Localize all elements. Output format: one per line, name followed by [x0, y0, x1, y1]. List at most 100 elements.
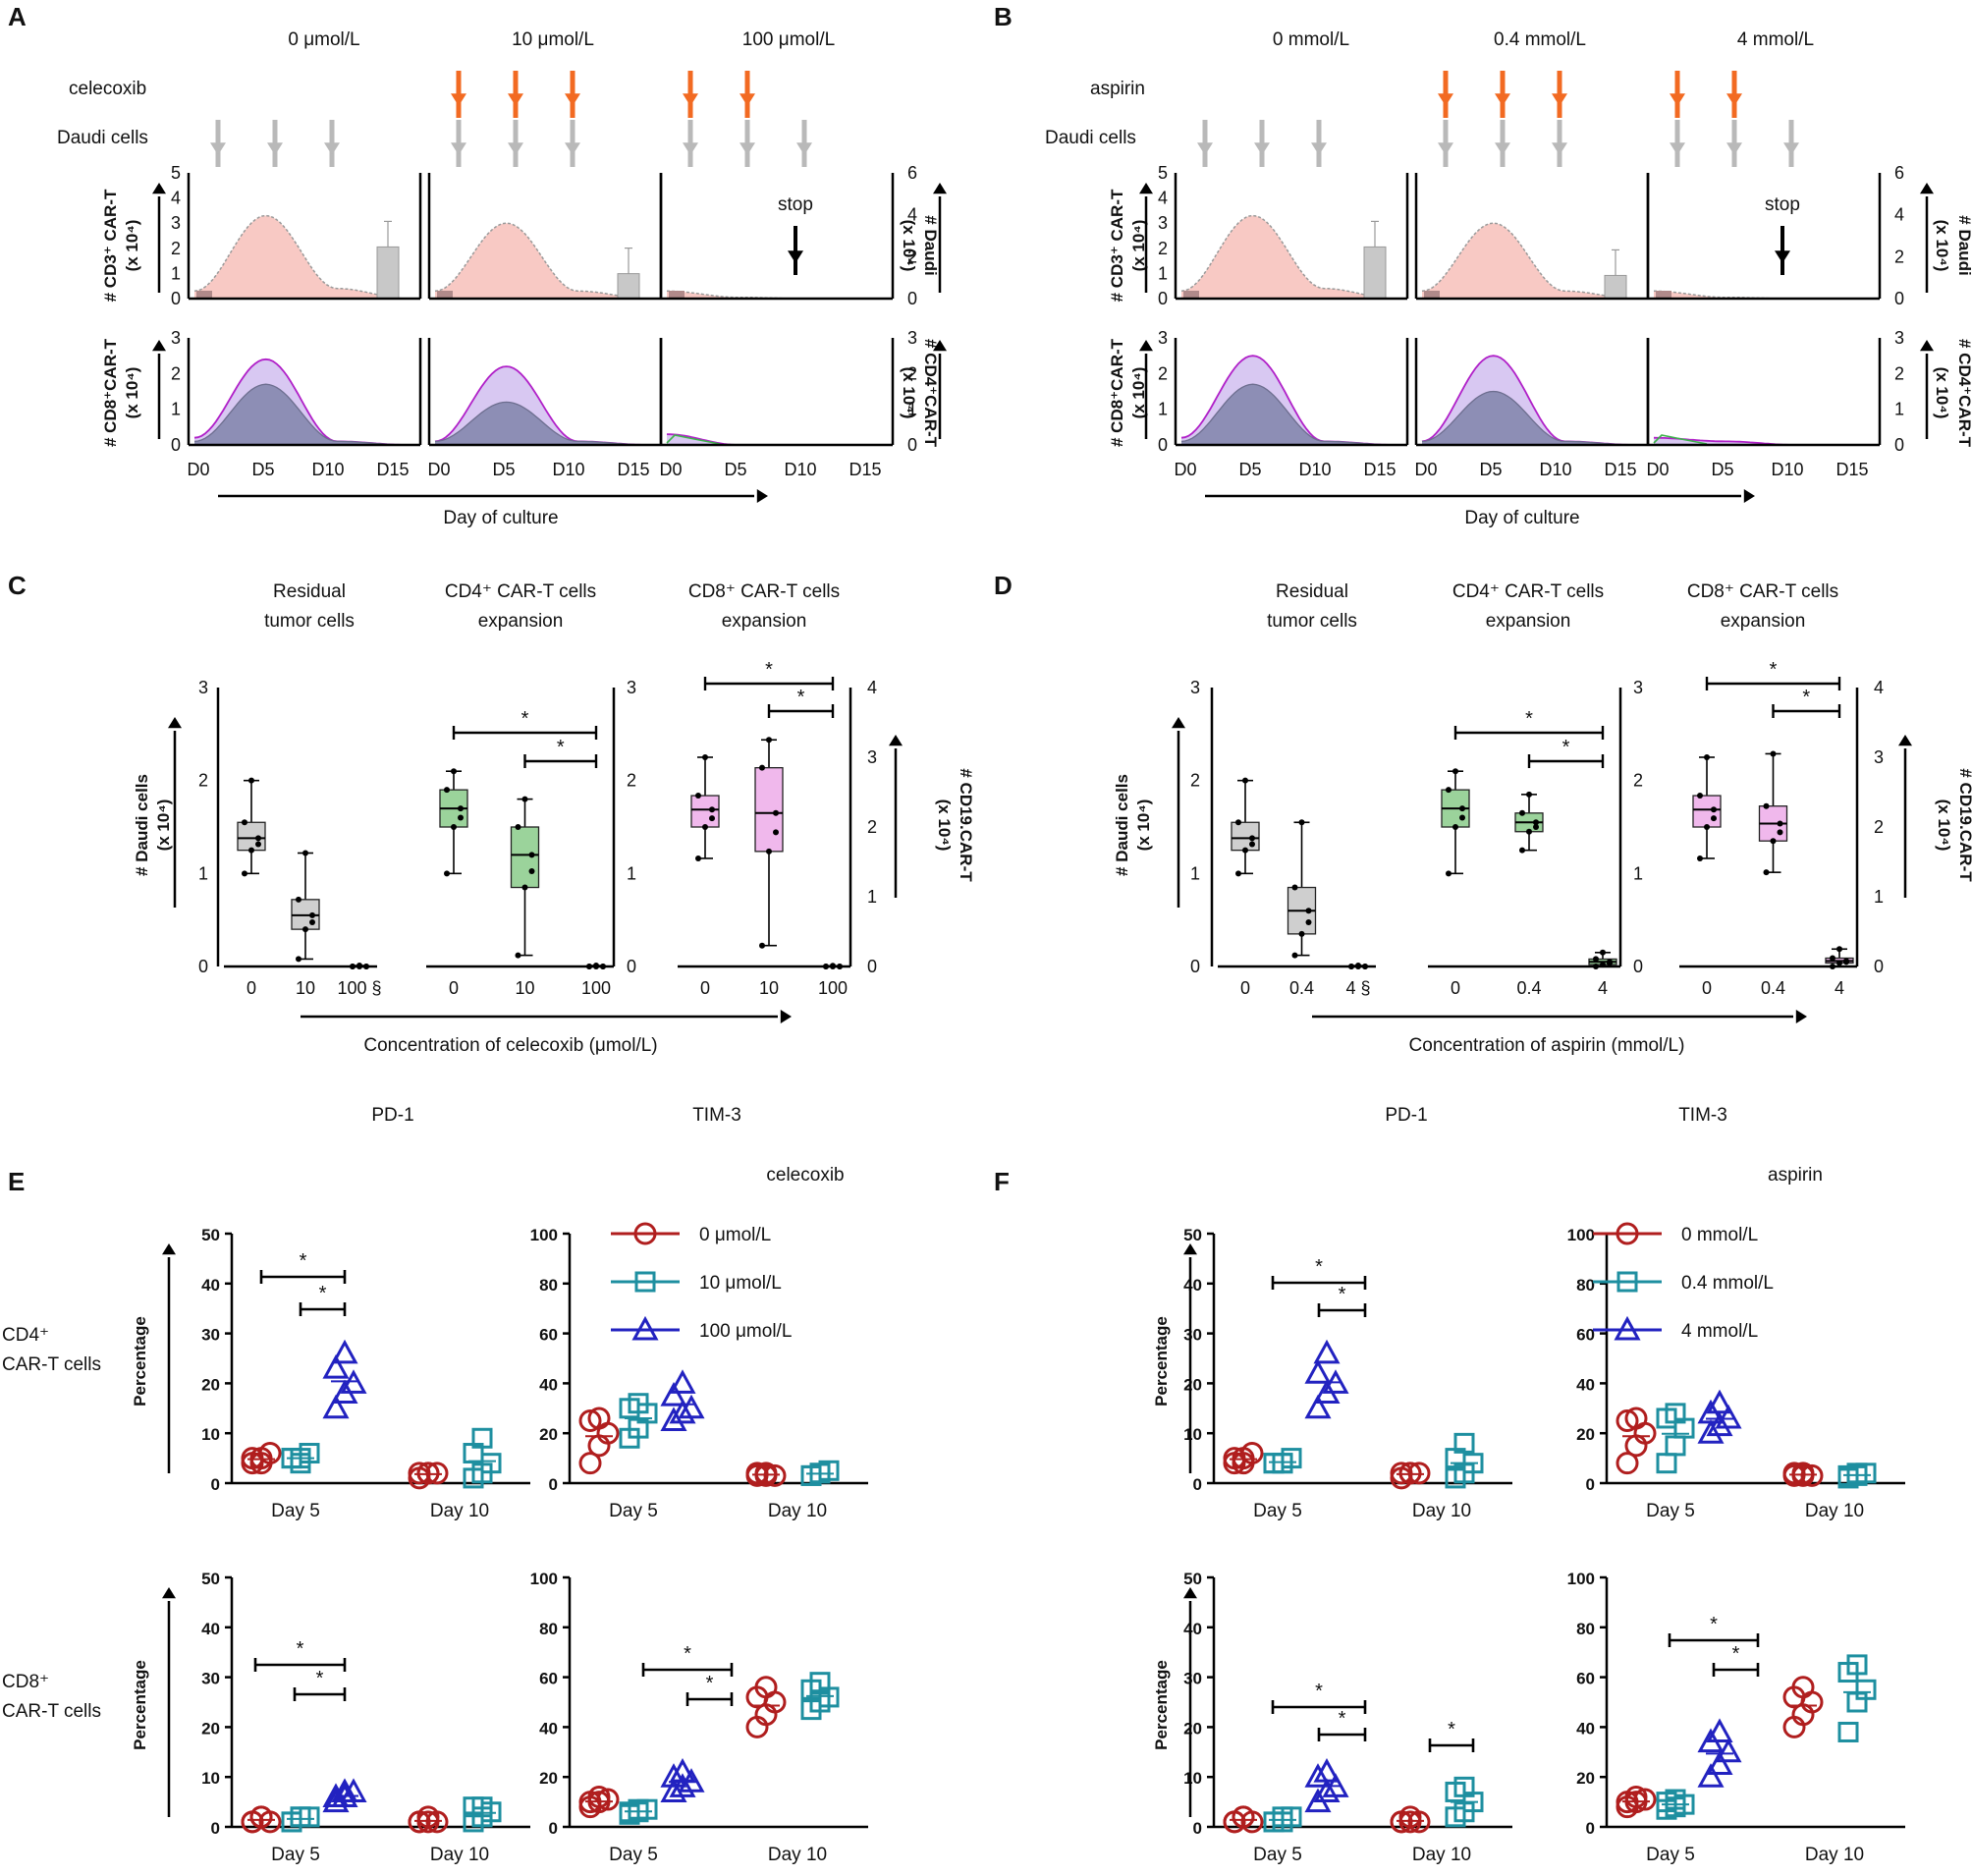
- percentage-axis-title: Percentage: [1152, 1660, 1171, 1750]
- cd4-area: [1654, 437, 1868, 445]
- box-iqr: [1692, 795, 1722, 828]
- scatter-point: [1398, 1810, 1422, 1834]
- scatter-sig-star: *: [316, 1668, 324, 1689]
- cd3-tick-label: 2: [1158, 239, 1168, 258]
- cd4-tick-label: 3: [1894, 328, 1904, 348]
- box-data-point: [1446, 870, 1452, 877]
- daudi-tick-label: 0: [907, 289, 917, 308]
- day-tick-label: D15: [1604, 460, 1636, 479]
- day-label: Day 10: [430, 1845, 489, 1865]
- box-iqr: [1231, 821, 1260, 852]
- cd8-area: [1422, 391, 1636, 445]
- box-data-point: [759, 764, 765, 771]
- box-data-point: [1235, 870, 1241, 877]
- daudi-arrow-head: [1726, 142, 1742, 155]
- day-tick-label: D0: [1174, 460, 1196, 479]
- daudi-bar: [1604, 274, 1627, 300]
- stop-label: stop: [1765, 194, 1800, 215]
- conc-label: 10 μmol/L: [512, 29, 594, 50]
- scatter-point: [754, 1463, 778, 1487]
- daudi-tick-label: 2: [907, 247, 917, 266]
- box-data-point: [1298, 930, 1305, 937]
- cd8-axis-title: # CD8⁺CAR-T: [101, 338, 120, 447]
- scatter-point: [1706, 1718, 1733, 1742]
- box-iqr: [237, 821, 266, 852]
- concentration-tick-label: 0.4: [1289, 978, 1314, 998]
- daudi-arrow-head: [1197, 142, 1213, 155]
- box-data-point: [242, 819, 247, 826]
- scatter-point: [331, 1778, 358, 1802]
- box-data-point: [1704, 824, 1710, 830]
- daudi-right-axis-title: # Daudi: [921, 215, 940, 275]
- scatter-tick-label: 60: [539, 1670, 558, 1688]
- day-tick-label: D15: [617, 460, 649, 479]
- scatter-tick-label: 20: [201, 1375, 220, 1394]
- conc-label: 100 μmol/L: [742, 29, 835, 50]
- x10-units: (x 10⁴): [1134, 800, 1153, 852]
- box-data-point: [255, 835, 261, 842]
- scatter-point: [1232, 1452, 1255, 1475]
- scatter-tick-label: 50: [201, 1570, 220, 1588]
- sig-star: *: [797, 687, 805, 708]
- daudi-arrow-head: [740, 142, 755, 155]
- scatter-point: [745, 1462, 769, 1485]
- daudi-right-axis-title: # Daudi: [1955, 215, 1972, 275]
- scatter-point: [1398, 1462, 1422, 1485]
- scatter-point: [763, 1463, 787, 1487]
- scatter-sig-star: *: [1315, 1681, 1323, 1702]
- drug-arrow-head: [1438, 93, 1453, 106]
- box-data-point: [1305, 908, 1312, 914]
- box-data-point: [1711, 815, 1717, 822]
- panel-letter-d: D: [994, 571, 1013, 600]
- x10-units: (x 10⁴): [1933, 220, 1951, 272]
- concentration-axis-label: Concentration of aspirin (mmol/L): [1409, 1035, 1685, 1056]
- box-data-point: [1533, 824, 1539, 830]
- timecourse-panel-a: 0 μmol/L 10 μmol/L 100 μmol/L celecoxib …: [57, 29, 940, 528]
- sub-tick-label: 0: [171, 435, 181, 455]
- cd8-arrow-axis-head: [152, 340, 166, 352]
- box-data-point: [1249, 841, 1255, 848]
- scatter-sig-star: *: [1448, 1719, 1455, 1740]
- row-label-cd8: CD8⁺: [2, 1672, 49, 1692]
- box-data-point: [1770, 750, 1777, 757]
- concentration-tick-label: 10: [296, 978, 315, 998]
- box-data-point: [521, 884, 528, 891]
- cd3-line: [434, 222, 649, 300]
- scatter-tick-label: 0: [549, 1475, 558, 1494]
- day0-bar: [196, 291, 212, 299]
- scatter-panel-e: PD-1 TIM-3 celecoxib CD4⁺ CAR-T cells CD…: [2, 1105, 845, 1722]
- daudi-arrow-head: [1783, 142, 1799, 155]
- sig-star: *: [765, 659, 773, 681]
- day-tick-label: D10: [1539, 460, 1571, 479]
- box-data-point: [766, 737, 772, 744]
- drug-arrow-head: [1670, 93, 1685, 106]
- concentration-axis-label: Concentration of celecoxib (μmol/L): [363, 1035, 657, 1056]
- scatter-tick-label: 20: [539, 1769, 558, 1788]
- sub-tick-label: 2: [1158, 363, 1168, 383]
- concentration-tick-label: 0: [700, 978, 710, 998]
- box-data-point: [528, 852, 535, 858]
- box-data-point: [695, 855, 701, 861]
- cd4-tick-label: 0: [907, 435, 917, 455]
- title-cd4-expansion: expansion: [478, 611, 564, 632]
- legend-label: 0 μmol/L: [699, 1225, 771, 1245]
- pd1-title: PD-1: [371, 1105, 413, 1126]
- box-data-point: [1291, 952, 1298, 959]
- box-data-point: [248, 847, 254, 854]
- day0-bar: [1656, 291, 1671, 299]
- scatter-point: [1390, 1810, 1413, 1834]
- x10-units: (x 10⁴): [154, 800, 173, 852]
- box-data-point: [458, 805, 464, 812]
- scatter-point: [660, 1763, 687, 1788]
- daudi-tick-label: 0: [1894, 289, 1904, 308]
- scatter-point: [1304, 1359, 1332, 1384]
- scatter-point: [1791, 1463, 1815, 1487]
- day-tick-label: D0: [187, 460, 209, 479]
- cd3-tick-label: 3: [1158, 213, 1168, 233]
- day-axis-arrow-head: [756, 489, 768, 503]
- title-residual: tumor cells: [264, 611, 355, 632]
- title-cd8-expansion: CD8⁺ CAR-T cells: [688, 581, 840, 602]
- cd3-area: [1422, 223, 1636, 299]
- conc-label: 4 mmol/L: [1737, 29, 1814, 50]
- scatter-point: [1855, 1679, 1877, 1700]
